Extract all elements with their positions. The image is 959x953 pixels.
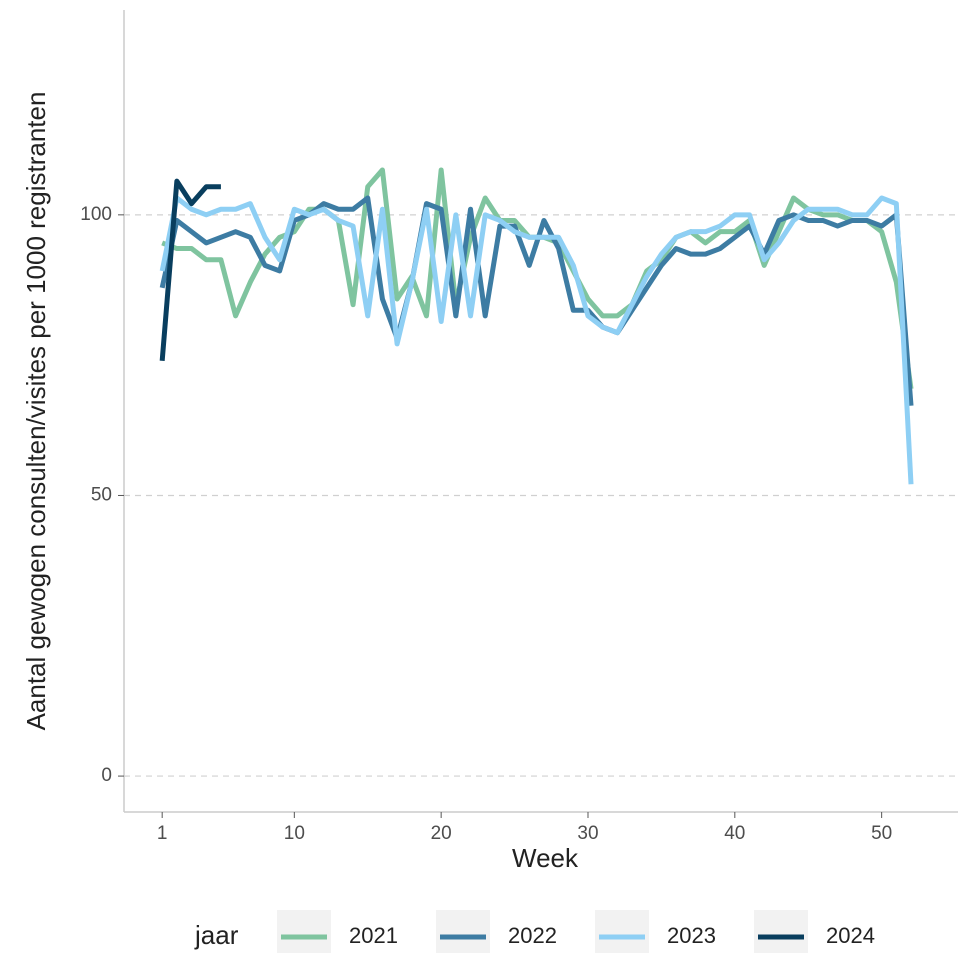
legend-label: 2021 — [349, 923, 398, 948]
y-tick-label: 50 — [91, 484, 112, 505]
x-tick-label: 50 — [871, 823, 892, 844]
legend-label: 2024 — [826, 923, 875, 948]
legend-key — [595, 910, 649, 953]
x-tick-label: 30 — [577, 823, 598, 844]
x-tick-label: 10 — [284, 823, 305, 844]
y-axis-title: Aantal gewogen consulten/visites per 100… — [21, 92, 51, 731]
y-tick-label: 100 — [80, 204, 112, 225]
x-tick-label: 20 — [431, 823, 452, 844]
series-line — [159, 195, 914, 485]
legend-label: 2022 — [508, 923, 557, 948]
legend-key — [277, 910, 331, 953]
series-line — [159, 178, 221, 361]
legend-key — [436, 910, 490, 953]
series-line — [159, 195, 914, 406]
legend-label: 2023 — [667, 923, 716, 948]
legend-key — [754, 910, 808, 953]
series-line — [161, 167, 914, 390]
x-tick-label: 40 — [724, 823, 745, 844]
x-tick-label: 1 — [157, 823, 168, 844]
x-axis-title: Week — [512, 843, 579, 873]
y-tick-label: 0 — [101, 765, 112, 786]
legend-title: jaar — [194, 920, 239, 950]
